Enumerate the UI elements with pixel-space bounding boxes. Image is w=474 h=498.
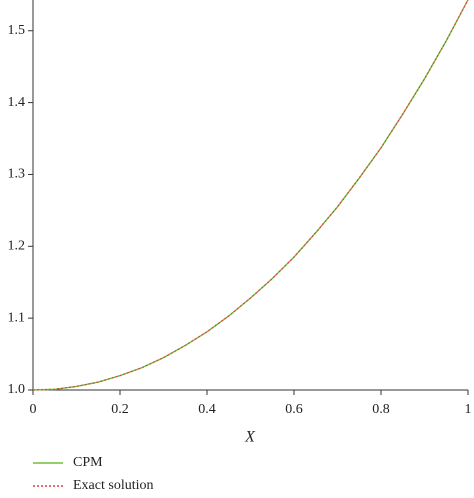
y-tick-label: 1.4 xyxy=(8,95,26,110)
series-line xyxy=(32,0,469,391)
legend-label: Exact solution xyxy=(73,478,154,493)
legend-label: CPM xyxy=(73,455,103,470)
y-tick-label: 1.3 xyxy=(8,167,26,182)
x-tick-label: 1 xyxy=(465,402,472,417)
x-tick-label: 0 xyxy=(30,402,37,417)
y-tick-label: 1.5 xyxy=(8,23,26,38)
series-line xyxy=(32,0,469,391)
x-tick-label: 0.4 xyxy=(198,402,216,417)
x-tick-label: 0.2 xyxy=(111,402,129,417)
y-tick-label: 1.1 xyxy=(8,310,26,325)
y-tick-label: 1.2 xyxy=(8,239,26,254)
x-axis-label: X xyxy=(244,429,256,446)
y-tick-label: 1.0 xyxy=(8,382,26,397)
x-tick-label: 0.6 xyxy=(285,402,303,417)
x-tick-label: 0.8 xyxy=(372,402,390,417)
